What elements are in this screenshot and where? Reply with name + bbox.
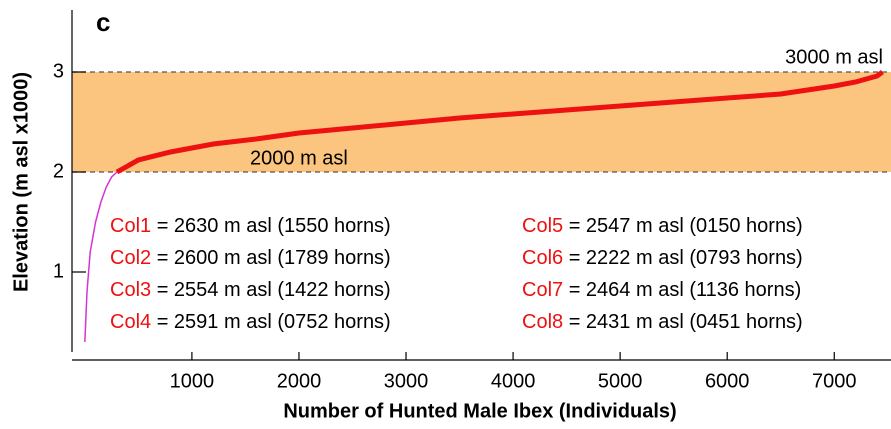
annotation-name: Col5 <box>522 215 563 237</box>
annotation-text: = 2591 m asl (0752 horns) <box>151 311 391 333</box>
annotation: Col8 = 2431 m asl (0451 horns) <box>522 311 803 333</box>
annotation-name: Col6 <box>522 247 563 269</box>
x-tick-label: 5000 <box>598 370 643 392</box>
annotation-text: = 2431 m asl (0451 horns) <box>563 311 803 333</box>
annotation-text: = 2547 m asl (0150 horns) <box>563 215 803 237</box>
annotation-name: Col7 <box>522 279 563 301</box>
data-line <box>84 171 118 343</box>
y-tick-label: 3 <box>53 60 64 82</box>
annotation: Col3 = 2554 m asl (1422 horns) <box>110 279 391 301</box>
x-tick-label: 2000 <box>277 370 322 392</box>
data-line <box>115 69 884 175</box>
annotation-name: Col1 <box>110 215 151 237</box>
y-axis-label: Elevation (m asl x1000) <box>10 72 32 292</box>
band-label: 3000 m asl <box>785 46 883 68</box>
annotation: Col7 = 2464 m asl (1136 horns) <box>522 279 801 301</box>
annotation: Col4 = 2591 m asl (0752 horns) <box>110 311 391 333</box>
annotation-text: = 2630 m asl (1550 horns) <box>151 215 391 237</box>
y-tick-label: 1 <box>53 260 64 282</box>
annotation-text: = 2600 m asl (1789 horns) <box>151 247 391 269</box>
chart-title: c <box>96 7 110 37</box>
x-tick-label: 4000 <box>491 370 536 392</box>
annotation-name: Col8 <box>522 311 563 333</box>
annotation-name: Col2 <box>110 247 151 269</box>
annotation-text: = 2554 m asl (1422 horns) <box>151 279 391 301</box>
elevation-band <box>72 72 891 172</box>
annotation-text: = 2222 m asl (0793 horns) <box>563 247 803 269</box>
annotation: Col2 = 2600 m asl (1789 horns) <box>110 247 391 269</box>
x-axis-label: Number of Hunted Male Ibex (Individuals) <box>283 400 676 422</box>
x-tick-label: 3000 <box>384 370 429 392</box>
y-tick-label: 2 <box>53 160 64 182</box>
x-tick-label: 6000 <box>705 370 750 392</box>
band-label: 2000 m asl <box>250 147 348 169</box>
annotation: Col1 = 2630 m asl (1550 horns) <box>110 215 391 237</box>
annotation: Col5 = 2547 m asl (0150 horns) <box>522 215 803 237</box>
x-tick-label: 1000 <box>170 370 215 392</box>
annotation-name: Col4 <box>110 311 151 333</box>
annotation-text: = 2464 m asl (1136 horns) <box>563 279 801 301</box>
annotation: Col6 = 2222 m asl (0793 horns) <box>522 247 803 269</box>
annotation-name: Col3 <box>110 279 151 301</box>
x-tick-label: 7000 <box>812 370 857 392</box>
